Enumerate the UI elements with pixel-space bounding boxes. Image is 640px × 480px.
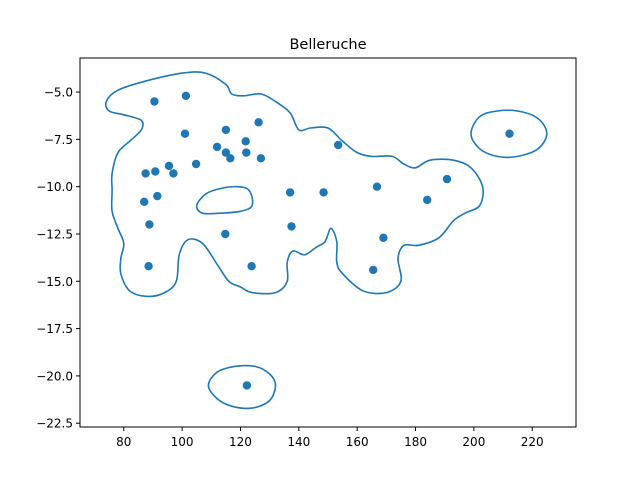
scatter-point bbox=[319, 188, 328, 197]
y-tick-label: −22.5 bbox=[36, 417, 73, 431]
scatter-point bbox=[241, 137, 250, 146]
scatter-point bbox=[169, 169, 178, 178]
axes-frame bbox=[79, 57, 577, 428]
scatter-point bbox=[141, 169, 150, 178]
contour-lines bbox=[104, 71, 548, 410]
scatter-point bbox=[145, 220, 154, 229]
scatter-points bbox=[140, 91, 514, 390]
contour-line-3 bbox=[470, 109, 548, 159]
scatter-point bbox=[285, 188, 295, 197]
scatter-point bbox=[247, 262, 256, 271]
scatter-point bbox=[144, 262, 153, 271]
x-tick-label: 180 bbox=[404, 435, 427, 449]
chart-title: Belleruche bbox=[289, 37, 366, 53]
y-tick-label: −15.0 bbox=[36, 275, 73, 289]
y-tick-label: −7.5 bbox=[44, 133, 73, 147]
scatter-point bbox=[191, 159, 201, 169]
x-tick-label: 140 bbox=[287, 435, 310, 449]
scatter-point bbox=[212, 142, 222, 152]
scatter-point bbox=[140, 197, 149, 206]
scatter-point bbox=[334, 140, 343, 150]
y-tick-label: −10.0 bbox=[36, 180, 73, 194]
y-tick-label: −20.0 bbox=[36, 369, 73, 383]
x-tick-label: 200 bbox=[462, 435, 485, 449]
contour-line-2 bbox=[195, 185, 254, 215]
scatter-point bbox=[287, 222, 296, 231]
scatter-point bbox=[242, 381, 252, 390]
scatter-point bbox=[369, 265, 378, 275]
scatter-point bbox=[181, 91, 191, 101]
x-tick-label: 220 bbox=[521, 435, 544, 449]
scatter-point bbox=[372, 182, 382, 191]
x-tick-label: 100 bbox=[171, 435, 194, 449]
scatter-point bbox=[164, 161, 174, 171]
scatter-point bbox=[226, 154, 235, 163]
scatter-point bbox=[242, 148, 251, 157]
scatter-point bbox=[150, 97, 159, 106]
y-tick-label: −17.5 bbox=[36, 322, 73, 336]
scatter-point bbox=[256, 154, 266, 163]
scatter-point bbox=[180, 129, 190, 138]
x-tick-label: 120 bbox=[229, 435, 252, 449]
scatter-point bbox=[151, 167, 160, 176]
scatter-point bbox=[221, 125, 231, 135]
scatter-point bbox=[221, 148, 231, 157]
x-tick-label: 160 bbox=[346, 435, 369, 449]
y-tick-label: −12.5 bbox=[36, 227, 73, 241]
y-axis: −5.0 −7.5 −10.0 −12.5 −15.0 −17.5 −20.0 −22.5 bbox=[36, 86, 80, 431]
x-axis: 80 100 120 140 160 180 200 220 bbox=[116, 427, 544, 449]
contour-line-1 bbox=[104, 71, 484, 298]
scatter-point bbox=[442, 174, 452, 184]
scatter-point bbox=[423, 195, 432, 205]
scatter-point bbox=[254, 118, 263, 127]
x-tick-label: 80 bbox=[116, 435, 131, 449]
scatter-point bbox=[379, 233, 388, 242]
scatter-point bbox=[505, 129, 514, 138]
scatter-point bbox=[221, 229, 230, 239]
scatter-point bbox=[153, 191, 162, 201]
contour-line-4 bbox=[207, 364, 277, 410]
y-tick-label: −5.0 bbox=[44, 86, 73, 100]
